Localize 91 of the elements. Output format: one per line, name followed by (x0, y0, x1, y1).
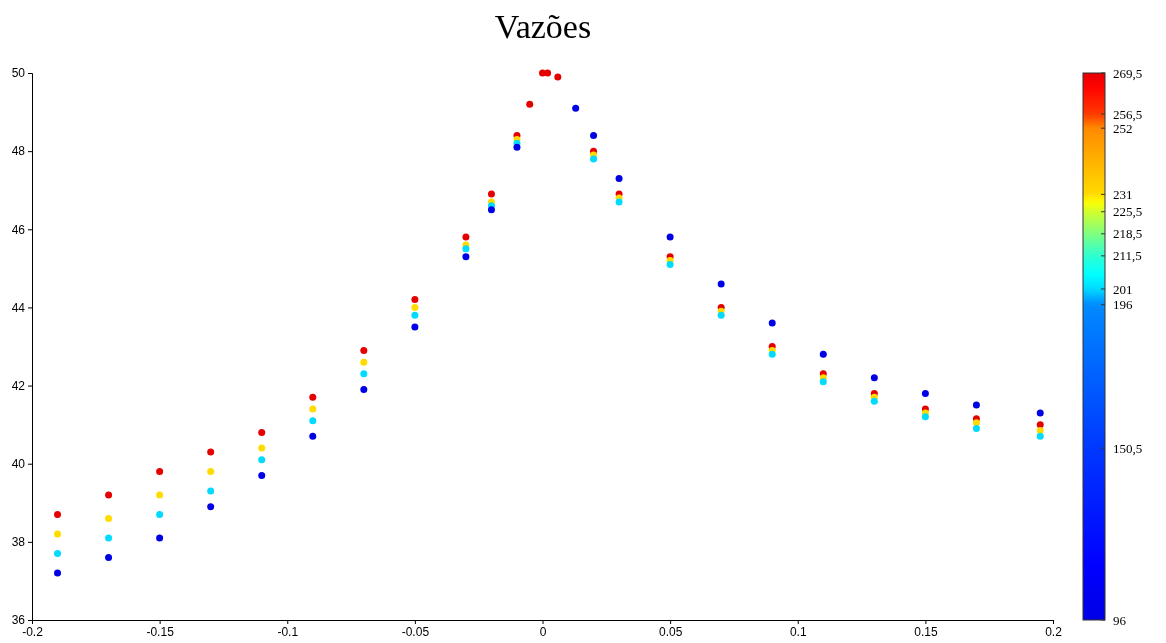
point (258, 471, 266, 479)
point (590, 155, 598, 163)
point (54, 511, 62, 519)
point (921, 389, 929, 397)
x-tick-label: -0.1 (277, 624, 299, 639)
point (105, 491, 113, 499)
point (615, 198, 623, 206)
color-bar-label: 196 (1113, 297, 1133, 313)
color-bar-label: 150,5 (1113, 440, 1143, 456)
point (156, 511, 164, 519)
point (819, 378, 827, 386)
point (544, 69, 552, 77)
point (207, 448, 215, 456)
point (768, 319, 776, 327)
point (972, 419, 980, 427)
y-tick-label: 48 (11, 144, 26, 159)
point (526, 100, 534, 108)
point (207, 503, 215, 511)
point (156, 534, 164, 542)
point (462, 233, 470, 241)
point (309, 393, 317, 401)
point (462, 245, 470, 253)
point (870, 397, 878, 405)
point (768, 350, 776, 358)
point (487, 206, 495, 214)
point (258, 444, 266, 452)
point (207, 487, 215, 495)
point (572, 104, 580, 112)
point (54, 530, 62, 538)
y-tick-label: 46 (11, 222, 26, 237)
point (717, 280, 725, 288)
point (54, 550, 62, 558)
point (156, 491, 164, 499)
y-tick-label: 42 (11, 378, 26, 393)
point (54, 569, 62, 577)
point (972, 401, 980, 409)
color-bar-label: 225,5 (1113, 204, 1143, 220)
point (615, 174, 623, 182)
y-tick-label: 38 (11, 535, 26, 550)
point (462, 253, 470, 261)
point (1036, 409, 1044, 417)
point (666, 233, 674, 241)
point (717, 311, 725, 319)
point (554, 73, 562, 81)
point (309, 405, 317, 413)
point (972, 425, 980, 433)
point (1036, 427, 1044, 434)
point (411, 323, 419, 331)
point (870, 374, 878, 382)
y-tick-label: 44 (11, 300, 26, 315)
color-bar-label: 256,5 (1113, 106, 1143, 122)
point (309, 417, 317, 425)
point (360, 346, 368, 354)
point (411, 296, 419, 304)
x-tick-label: -0.05 (401, 624, 430, 639)
point (360, 358, 368, 366)
point (105, 534, 113, 542)
point (309, 432, 317, 440)
point (156, 468, 164, 476)
color-bar-label: 269,5 (1113, 65, 1143, 81)
point (360, 370, 368, 378)
chart-title: Vazões (494, 8, 592, 45)
color-bar-label: 201 (1113, 281, 1133, 297)
point (590, 132, 598, 140)
point (513, 143, 521, 151)
color-bar-label: 96 (1113, 612, 1127, 628)
color-bar-label: 252 (1113, 120, 1133, 136)
point (105, 553, 113, 561)
point (1036, 421, 1044, 429)
point (207, 468, 215, 476)
x-tick-label: 0 (539, 624, 547, 639)
point (411, 311, 419, 319)
point (258, 428, 266, 436)
point (258, 456, 266, 464)
x-tick-label: 0.1 (789, 624, 807, 639)
point (360, 385, 368, 393)
color-bar-label: 218,5 (1113, 226, 1143, 242)
point (819, 350, 827, 358)
point (487, 190, 495, 198)
color-bar-label: 231 (1113, 186, 1133, 202)
point (921, 413, 929, 421)
x-tick-label: 0.2 (1045, 624, 1063, 639)
point (411, 303, 419, 311)
x-tick-label: 0.15 (914, 624, 938, 639)
y-tick-label: 40 (11, 457, 26, 472)
y-tick-label: 50 (11, 66, 26, 81)
x-tick-label: 0.05 (658, 624, 683, 639)
x-tick-label: -0.15 (146, 624, 175, 639)
point (1036, 432, 1044, 440)
color-bar-label: 211,5 (1113, 248, 1142, 264)
point (105, 514, 113, 522)
